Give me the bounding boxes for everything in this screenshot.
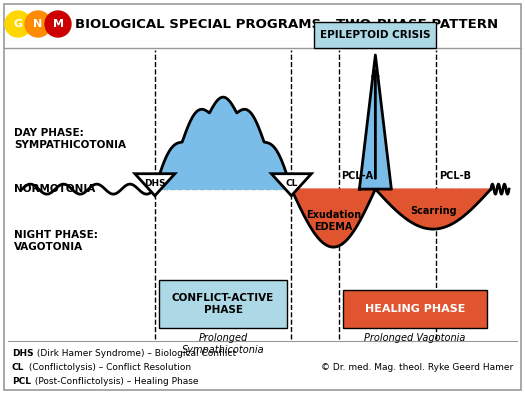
Polygon shape bbox=[135, 174, 175, 196]
Text: Scarring: Scarring bbox=[410, 206, 456, 216]
Text: G: G bbox=[14, 19, 23, 29]
Text: NORMOTONIA: NORMOTONIA bbox=[14, 184, 95, 194]
Text: CL: CL bbox=[285, 179, 298, 188]
Text: PCL-A: PCL-A bbox=[342, 171, 374, 181]
Text: Prolonged Vagotonia: Prolonged Vagotonia bbox=[364, 333, 466, 343]
Text: N: N bbox=[34, 19, 43, 29]
Text: Exudation
EDEMA: Exudation EDEMA bbox=[306, 210, 361, 232]
Text: CL: CL bbox=[12, 363, 24, 372]
Circle shape bbox=[25, 11, 51, 37]
FancyBboxPatch shape bbox=[343, 290, 487, 328]
Text: PCL-B: PCL-B bbox=[439, 171, 471, 181]
Polygon shape bbox=[271, 174, 311, 196]
Text: BIOLOGICAL SPECIAL PROGRAMS - TWO-PHASE PATTERN: BIOLOGICAL SPECIAL PROGRAMS - TWO-PHASE … bbox=[75, 17, 498, 30]
Text: (Dirk Hamer Syndrome) – Biological Conflict: (Dirk Hamer Syndrome) – Biological Confl… bbox=[34, 349, 236, 358]
Text: Prolonged
Sympathicotonia: Prolonged Sympathicotonia bbox=[182, 333, 265, 355]
Text: PCL: PCL bbox=[12, 377, 31, 386]
Text: DHS: DHS bbox=[12, 349, 34, 358]
FancyBboxPatch shape bbox=[314, 22, 436, 48]
Text: EPILEPTOID CRISIS: EPILEPTOID CRISIS bbox=[320, 30, 430, 40]
Text: NIGHT PHASE:
VAGOTONIA: NIGHT PHASE: VAGOTONIA bbox=[14, 230, 98, 252]
Polygon shape bbox=[360, 55, 391, 189]
Circle shape bbox=[5, 11, 31, 37]
Polygon shape bbox=[155, 97, 291, 189]
Text: M: M bbox=[52, 19, 64, 29]
Text: HEALING PHASE: HEALING PHASE bbox=[364, 304, 465, 314]
Circle shape bbox=[45, 11, 71, 37]
Text: © Dr. med. Mag. theol. Ryke Geerd Hamer: © Dr. med. Mag. theol. Ryke Geerd Hamer bbox=[321, 363, 513, 372]
FancyBboxPatch shape bbox=[159, 280, 287, 328]
Text: (Conflictolysis) – Conflict Resolution: (Conflictolysis) – Conflict Resolution bbox=[26, 363, 191, 372]
Text: DAY PHASE:
SYMPATHICOTONIA: DAY PHASE: SYMPATHICOTONIA bbox=[14, 128, 126, 150]
Text: (Post-Conflictolysis) – Healing Phase: (Post-Conflictolysis) – Healing Phase bbox=[32, 377, 198, 386]
Text: CONFLICT-ACTIVE
PHASE: CONFLICT-ACTIVE PHASE bbox=[172, 293, 274, 315]
Polygon shape bbox=[375, 189, 491, 229]
Polygon shape bbox=[291, 189, 375, 247]
Text: DHS: DHS bbox=[144, 179, 166, 188]
